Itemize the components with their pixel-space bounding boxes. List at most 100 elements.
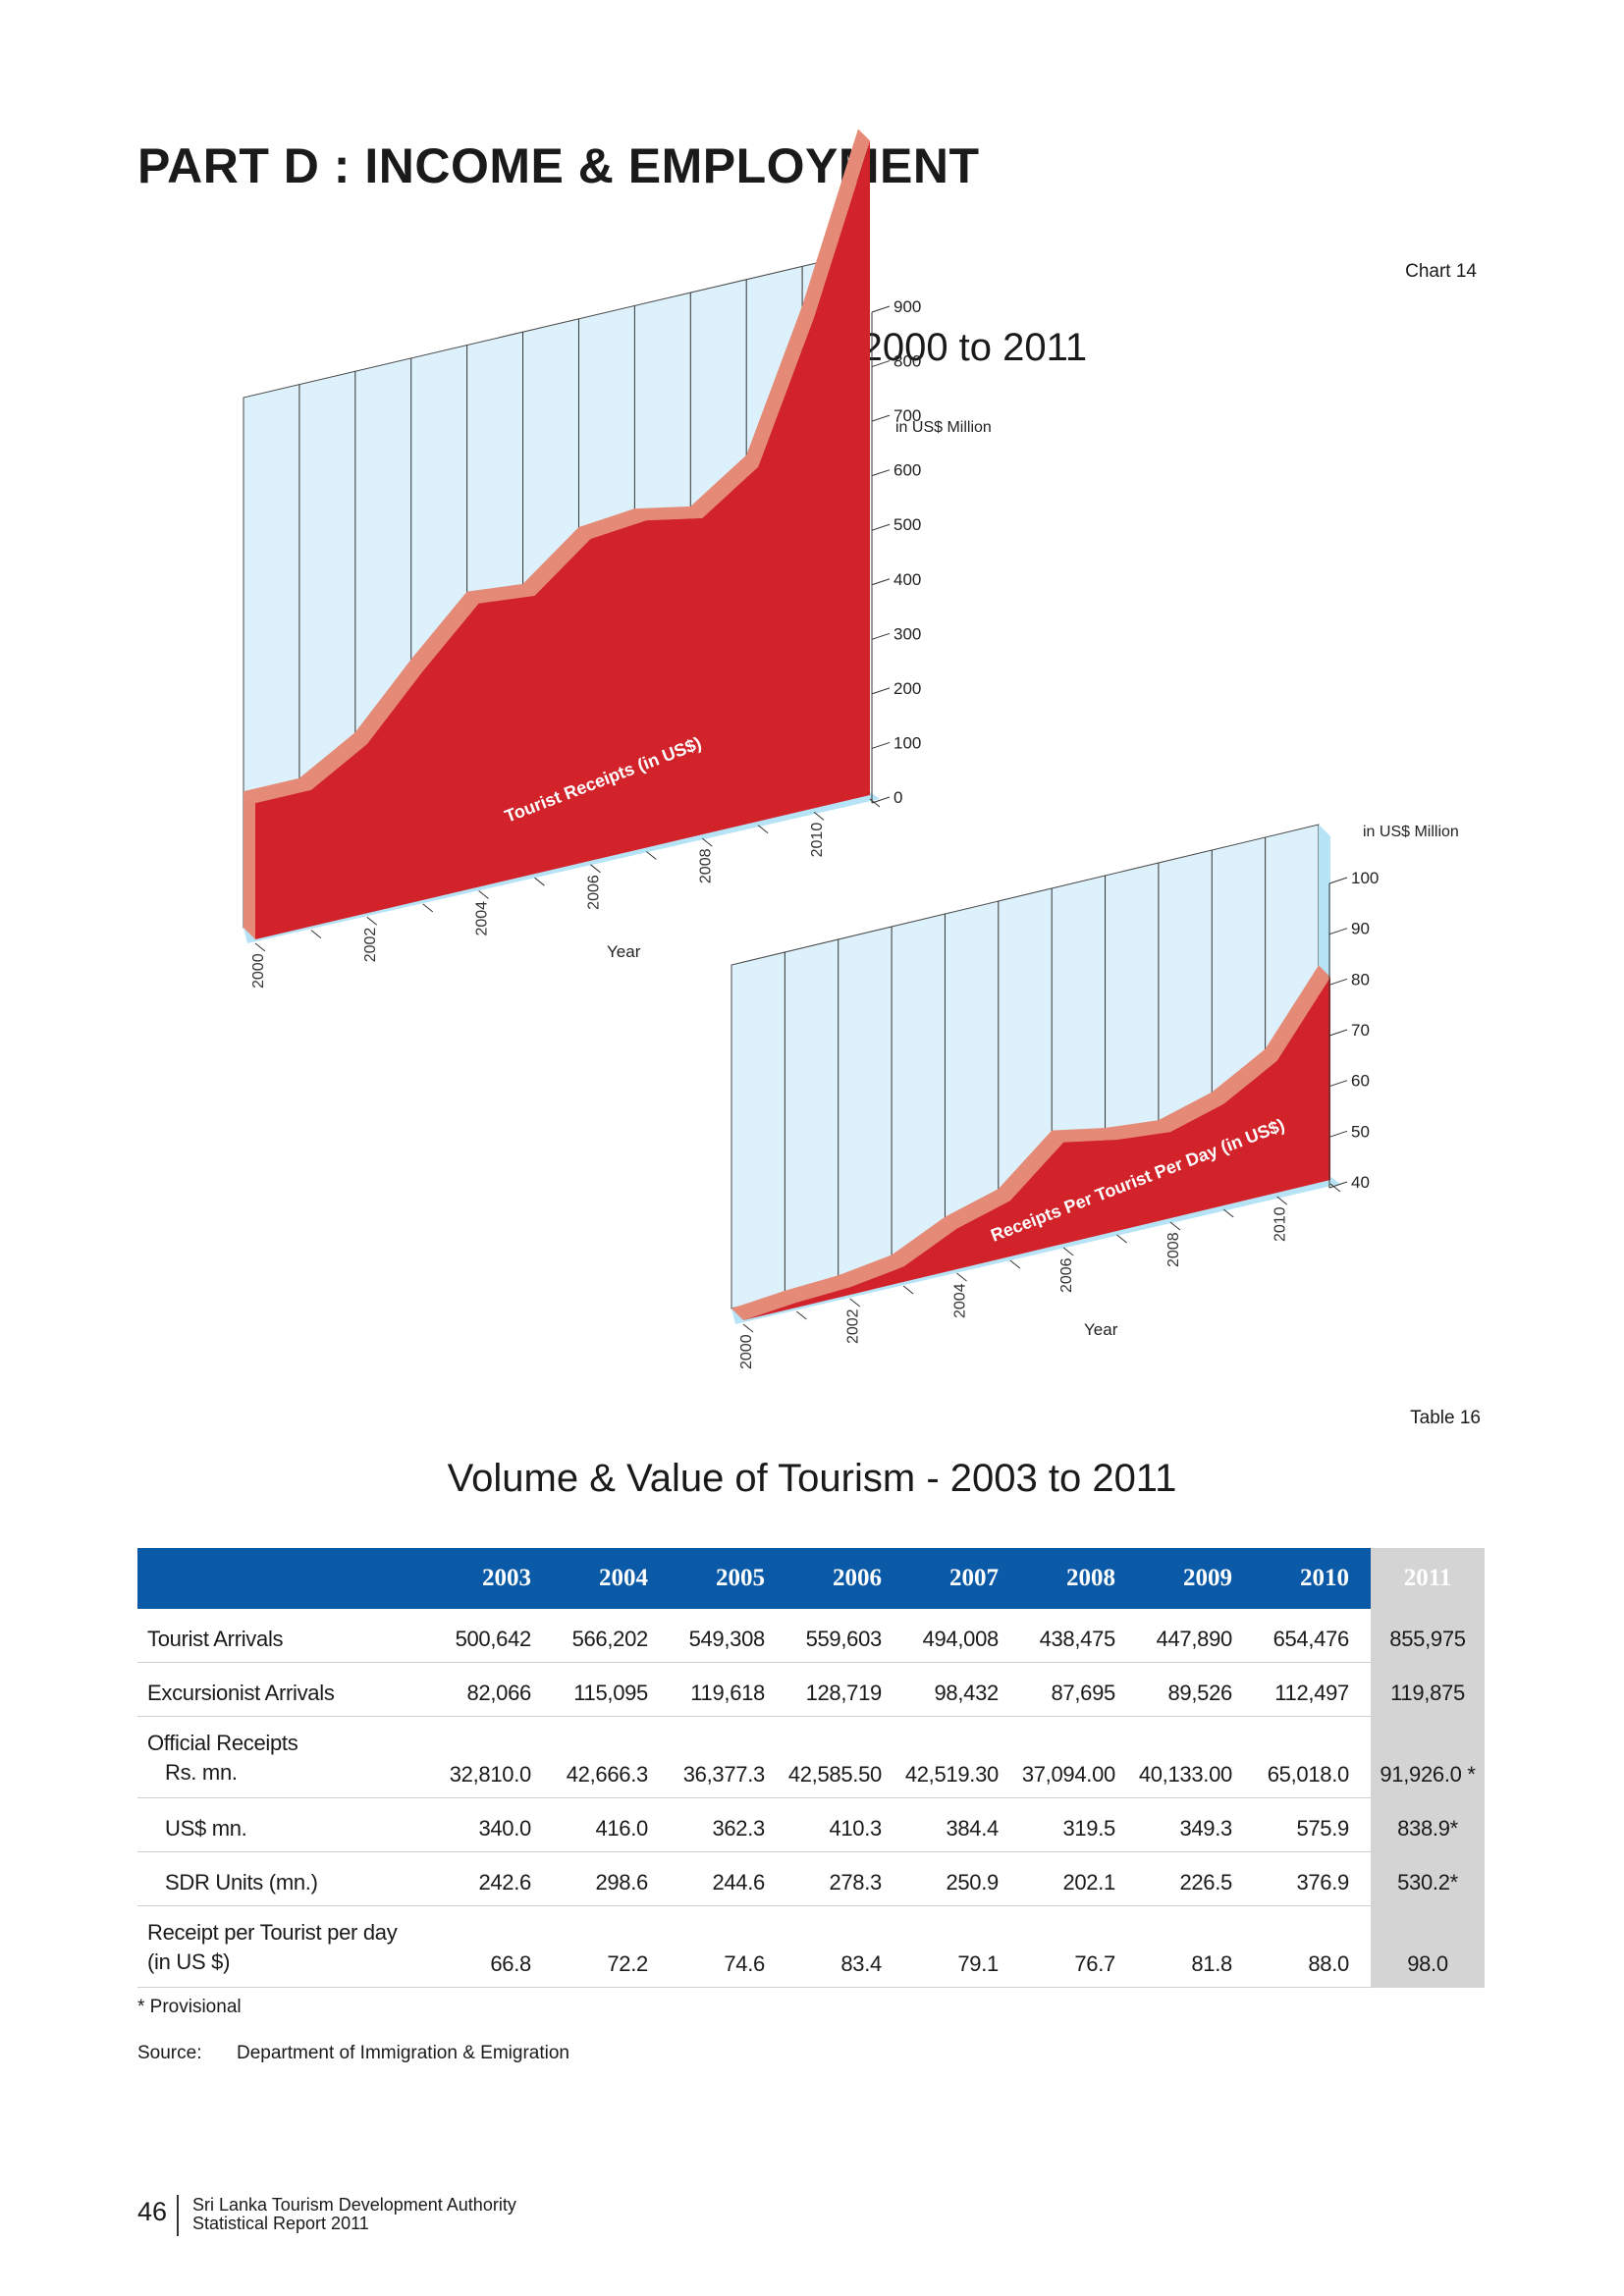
y-tick-label: 700 — [893, 406, 921, 425]
table-row: Official Receipts Rs. mn. 32,810.0 42,666.3… — [137, 1716, 1485, 1798]
footer-organization: Sri Lanka Tourism Development Authority … — [192, 2196, 516, 2233]
source-text: Department of Immigration & Emigration — [237, 2043, 569, 2063]
cell: 40,133.00 — [1137, 1716, 1254, 1798]
cell-highlight: 91,926.0 * — [1371, 1716, 1485, 1798]
row-label-line: Official Receipts — [147, 1731, 298, 1755]
row-label: Official Receipts Rs. mn. — [137, 1716, 436, 1798]
cell: 242.6 — [436, 1851, 553, 1906]
cell: 319.5 — [1020, 1797, 1137, 1852]
x-tick — [366, 916, 378, 926]
table-number: Table 16 — [1410, 1408, 1481, 1428]
x-tick-label: 2002 — [845, 1308, 862, 1344]
cell-highlight: 119,875 — [1371, 1662, 1485, 1717]
cell: 654,476 — [1254, 1609, 1371, 1663]
x-tick — [1329, 1183, 1341, 1193]
row-label: Receipt per Tourist per day (in US $) — [137, 1905, 436, 1988]
x-tick-label: 2002 — [362, 928, 379, 963]
y-tick — [1328, 877, 1348, 884]
x-axis-label: Year — [1084, 1320, 1118, 1339]
cell: 549,308 — [670, 1609, 786, 1663]
y-tick-label: 70 — [1351, 1021, 1370, 1040]
area-fill — [255, 140, 870, 940]
unit-label: in US$ Million — [895, 419, 992, 436]
row-label-line: Excursionist Arrivals — [147, 1681, 335, 1705]
x-tick — [646, 851, 657, 860]
cell: 128,719 — [786, 1662, 903, 1717]
y-tick-label: 300 — [893, 624, 921, 643]
year-header: 2009 — [1137, 1548, 1254, 1609]
header-label-cell — [137, 1548, 436, 1609]
y-tick — [1328, 928, 1348, 935]
cell: 575.9 — [1254, 1797, 1371, 1852]
cell: 559,603 — [786, 1609, 903, 1663]
y-tick — [1328, 1029, 1348, 1037]
cell: 37,094.00 — [1020, 1716, 1137, 1798]
x-tick — [478, 890, 489, 899]
row-label-line: Rs. mn. — [165, 1760, 238, 1785]
cell: 119,618 — [670, 1662, 786, 1717]
y-tick — [871, 469, 891, 477]
row-label-line: (in US $) — [147, 1949, 231, 1974]
x-tick — [422, 903, 434, 913]
footer-org-line1: Sri Lanka Tourism Development Authority — [192, 2195, 516, 2215]
area-chart: 2000 2002 2004 2006 2008 2010 40 50 60 70 80 90 100 i… — [731, 824, 1459, 1369]
cell: 438,475 — [1020, 1609, 1137, 1663]
x-tick-label: 2000 — [738, 1334, 755, 1369]
x-tick-label: 2004 — [951, 1283, 968, 1318]
y-tick — [1328, 1181, 1348, 1189]
y-tick-label: 900 — [893, 297, 921, 316]
year-header: 2005 — [670, 1548, 786, 1609]
cell: 362.3 — [670, 1797, 786, 1852]
year-header: 2007 — [903, 1548, 1020, 1609]
x-tick — [1169, 1221, 1181, 1231]
cell-highlight: 855,975 — [1371, 1609, 1485, 1663]
x-tick — [1062, 1247, 1074, 1256]
table-title: Volume & Value of Tourism - 2003 to 2011 — [447, 1457, 1177, 1500]
x-tick-label: 2004 — [474, 901, 491, 936]
y-tick-label: 100 — [1351, 869, 1379, 887]
cell: 32,810.0 — [436, 1716, 553, 1798]
cell: 65,018.0 — [1254, 1716, 1371, 1798]
footer-org-line2: Statistical Report 2011 — [192, 2214, 369, 2233]
area-chart: 2000 2002 2004 2006 2008 2010 0 100 200 300 400 500… — [243, 129, 992, 988]
y-tick — [871, 687, 891, 695]
y-tick-label: 90 — [1351, 920, 1370, 938]
cell: 566,202 — [553, 1609, 670, 1663]
cell: 416.0 — [553, 1797, 670, 1852]
cell: 340.0 — [436, 1797, 553, 1852]
row-label: Excursionist Arrivals — [137, 1662, 436, 1717]
x-tick — [742, 1323, 754, 1333]
row-label: US$ mn. — [137, 1797, 436, 1852]
cell: 83.4 — [786, 1905, 903, 1988]
charts-area: 2000 2002 2004 2006 2008 2010 0 100 200 300 400 500… — [243, 129, 1459, 1369]
year-header-highlight: 2011 — [1371, 1548, 1485, 1609]
cell: 79.1 — [903, 1905, 1020, 1988]
x-tick — [1116, 1234, 1127, 1244]
row-label-line: SDR Units (mn.) — [165, 1870, 318, 1895]
year-header: 2003 — [436, 1548, 553, 1609]
part-title: PART D : INCOME & EMPLOYMENT — [137, 138, 980, 193]
y-tick-label: 800 — [893, 352, 921, 371]
x-tick — [534, 877, 545, 886]
y-tick — [871, 632, 891, 640]
cell: 115,095 — [553, 1662, 670, 1717]
cell: 250.9 — [903, 1851, 1020, 1906]
y-tick — [1328, 978, 1348, 986]
unit-label: in US$ Million — [1363, 824, 1459, 840]
row-label: Tourist Arrivals — [137, 1609, 436, 1663]
footer-divider — [177, 2195, 179, 2236]
x-tick — [254, 942, 266, 952]
data-table: 2003 2004 2005 2006 2007 2008 2009 2010 … — [137, 1548, 1485, 1988]
cell-highlight: 530.2* — [1371, 1851, 1485, 1906]
x-tick — [1009, 1259, 1021, 1269]
area-fill — [743, 977, 1330, 1320]
y-tick-label: 100 — [893, 733, 921, 752]
y-tick — [871, 796, 891, 804]
cell: 494,008 — [903, 1609, 1020, 1663]
table-header-row: 2003 2004 2005 2006 2007 2008 2009 2010 … — [137, 1548, 1485, 1609]
y-tick-label: 500 — [893, 515, 921, 534]
y-tick — [871, 360, 891, 368]
cell: 244.6 — [670, 1851, 786, 1906]
cell: 112,497 — [1254, 1662, 1371, 1717]
y-tick — [871, 414, 891, 422]
